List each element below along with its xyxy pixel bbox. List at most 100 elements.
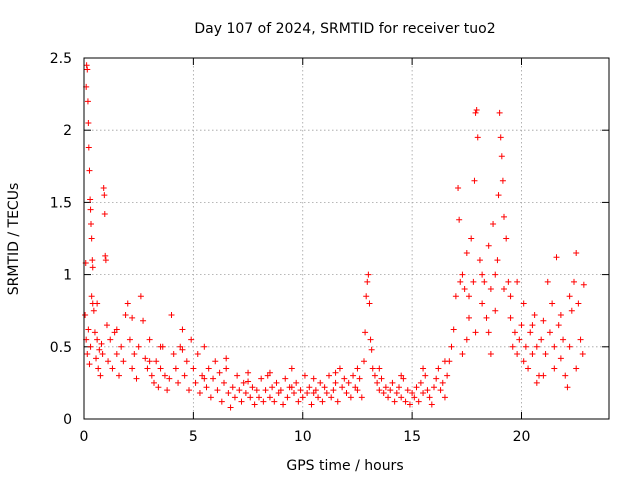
data-point: [99, 351, 106, 358]
data-point: [91, 329, 98, 336]
data-point: [242, 390, 249, 397]
data-point: [98, 340, 105, 347]
data-point: [291, 390, 297, 397]
data-point: [301, 372, 308, 379]
data-point: [175, 379, 182, 386]
data-point: [323, 390, 330, 397]
data-point: [101, 192, 108, 199]
data-point: [540, 317, 547, 324]
data-point: [102, 257, 109, 264]
data-point: [420, 390, 427, 397]
data-point: [533, 379, 540, 386]
data-point: [566, 343, 573, 350]
y-tick-label: 1: [63, 268, 72, 284]
data-point: [238, 398, 245, 405]
data-point: [481, 278, 488, 285]
data-point: [142, 355, 149, 362]
data-point: [236, 387, 243, 394]
data-point: [86, 361, 93, 368]
data-point: [89, 257, 96, 264]
data-point: [310, 390, 317, 397]
data-point: [516, 336, 523, 343]
data-point: [363, 293, 370, 300]
data-point: [88, 293, 95, 300]
data-point: [529, 322, 536, 329]
data-point: [483, 314, 490, 321]
data-point: [398, 394, 405, 401]
data-point: [575, 300, 582, 307]
data-point: [135, 343, 142, 350]
data-point: [518, 322, 525, 329]
data-point: [466, 293, 472, 300]
data-point: [247, 394, 254, 401]
data-point: [85, 326, 92, 333]
data-point: [164, 387, 171, 394]
data-point: [564, 384, 571, 391]
data-point: [105, 358, 112, 365]
data-point: [315, 394, 322, 401]
data-point: [396, 384, 402, 391]
data-point: [161, 372, 168, 379]
data-point: [557, 312, 564, 319]
data-point: [533, 343, 540, 350]
x-axis-label: GPS time / hours: [286, 458, 403, 474]
chart-title: Day 107 of 2024, SRMTID for receiver tuo…: [194, 21, 495, 37]
data-point: [551, 343, 558, 350]
data-point: [382, 384, 389, 391]
data-point: [374, 379, 381, 386]
data-point: [84, 98, 91, 105]
data-point: [245, 369, 252, 376]
data-point: [501, 213, 507, 220]
data-point: [571, 278, 577, 285]
data-point: [494, 257, 501, 264]
data-point: [579, 351, 586, 358]
data-point: [568, 307, 575, 314]
data-point: [137, 293, 144, 300]
data-point: [218, 398, 225, 405]
data-point: [393, 390, 400, 397]
data-point: [100, 184, 107, 191]
data-point: [527, 329, 534, 336]
data-point: [113, 351, 120, 358]
data-point: [326, 372, 332, 379]
y-tick-label: 1.5: [50, 195, 72, 211]
data-point: [321, 384, 328, 391]
data-point: [297, 387, 304, 394]
data-point: [471, 177, 478, 184]
data-point: [194, 351, 201, 358]
data-point: [514, 351, 521, 358]
data-point: [251, 401, 258, 408]
data-point: [503, 235, 510, 242]
data-point: [529, 351, 536, 358]
data-point: [378, 375, 385, 382]
data-point: [459, 351, 466, 358]
data-point: [369, 365, 376, 372]
data-point: [525, 365, 532, 372]
data-point: [433, 375, 440, 382]
data-point: [505, 278, 512, 285]
data-point: [364, 278, 371, 285]
data-point: [409, 390, 416, 397]
data-point: [501, 286, 507, 293]
data-point: [179, 346, 186, 353]
data-point: [262, 387, 269, 394]
data-point: [514, 278, 521, 285]
data-point: [282, 375, 289, 382]
data-point: [573, 249, 580, 256]
data-point: [271, 398, 278, 405]
data-point: [144, 365, 151, 372]
data-point: [492, 307, 499, 314]
data-point: [146, 336, 153, 343]
data-point: [181, 372, 188, 379]
data-point: [415, 398, 422, 405]
data-point: [474, 134, 481, 141]
data-point: [293, 379, 300, 386]
data-point: [339, 384, 346, 391]
data-point: [343, 390, 350, 397]
data-point: [498, 153, 505, 160]
data-point: [366, 300, 373, 307]
data-point: [457, 278, 464, 285]
data-point: [371, 372, 378, 379]
data-point: [212, 358, 219, 365]
data-point: [94, 300, 101, 307]
